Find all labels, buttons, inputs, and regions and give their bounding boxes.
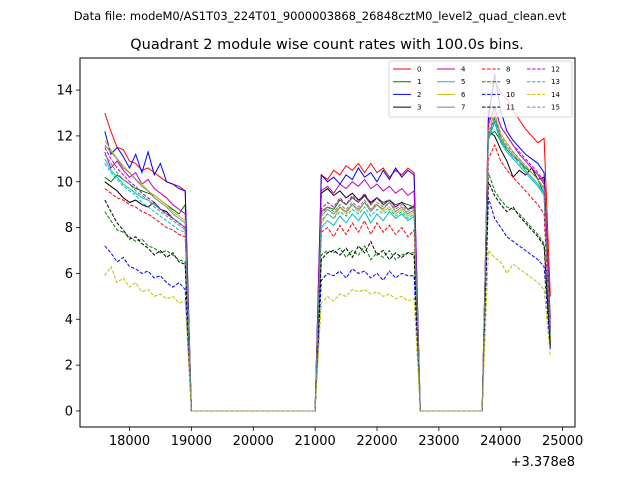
y-axis: 0 2 4 6 8 10 12 14 — [56, 84, 80, 419]
x-tick-label: 22000 — [356, 434, 397, 449]
legend-label-6: 6 — [461, 91, 466, 99]
chart-suptitle: Data file: modeM0/AS1T03_224T01_90000038… — [74, 9, 567, 23]
legend-label-14: 14 — [551, 91, 560, 99]
legend-label-10: 10 — [506, 91, 515, 99]
legend-box — [388, 60, 573, 118]
series-layer — [104, 73, 551, 412]
legend-label-12: 12 — [551, 66, 560, 74]
x-tick-label: 24000 — [480, 434, 521, 449]
series-line-14 — [104, 249, 551, 412]
y-tick-label: 4 — [65, 313, 73, 328]
x-tick-label: 20000 — [233, 434, 274, 449]
x-axis-offset-label: +3.378e8 — [511, 455, 575, 470]
legend-label-9: 9 — [506, 78, 510, 86]
x-tick-label: 21000 — [294, 434, 335, 449]
legend-label-5: 5 — [461, 78, 465, 86]
y-tick-label: 14 — [56, 84, 73, 99]
x-tick-label: 19000 — [171, 434, 212, 449]
series-line-8 — [104, 143, 551, 412]
chart-title: Quadrant 2 module wise count rates with … — [130, 37, 524, 53]
x-tick-label: 18000 — [109, 434, 150, 449]
series-line-15 — [104, 113, 551, 412]
y-tick-label: 2 — [65, 359, 73, 374]
legend-label-0: 0 — [417, 66, 421, 74]
x-tick-label: 23000 — [418, 434, 459, 449]
legend-label-8: 8 — [506, 66, 510, 74]
y-tick-label: 0 — [65, 404, 73, 419]
legend-label-15: 15 — [551, 104, 560, 112]
legend-label-7: 7 — [461, 104, 465, 112]
legend-label-3: 3 — [417, 104, 421, 112]
y-tick-label: 10 — [56, 175, 73, 190]
legend-label-2: 2 — [417, 91, 421, 99]
y-tick-label: 12 — [56, 129, 73, 144]
legend-label-11: 11 — [506, 104, 515, 112]
y-tick-label: 8 — [65, 221, 73, 236]
legend-label-1: 1 — [417, 78, 421, 86]
legend-label-13: 13 — [551, 78, 560, 86]
x-tick-label: 25000 — [542, 434, 583, 449]
x-axis: 18000 19000 20000 21000 22000 23000 24000 25000 — [109, 427, 583, 449]
axes-frame — [79, 57, 576, 428]
legend-label-4: 4 — [461, 66, 466, 74]
y-tick-label: 6 — [65, 267, 73, 282]
